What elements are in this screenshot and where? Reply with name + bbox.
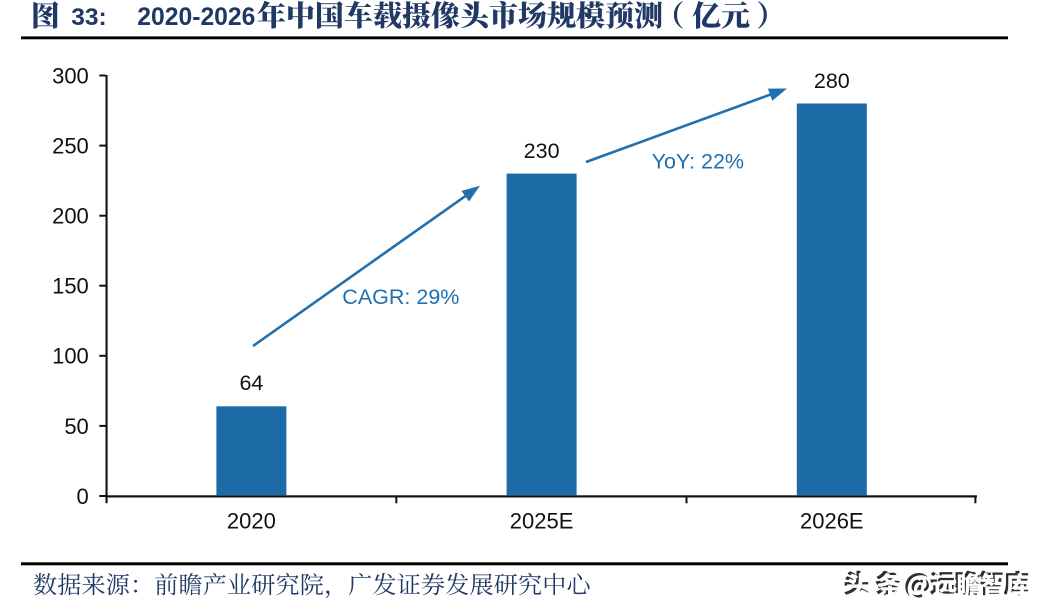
svg-text:2020: 2020 — [227, 508, 276, 533]
svg-text:150: 150 — [52, 274, 89, 299]
svg-text:200: 200 — [52, 204, 89, 229]
svg-text:YoY: 22%: YoY: 22% — [652, 149, 744, 173]
svg-text:280: 280 — [814, 69, 850, 93]
svg-text:0: 0 — [77, 484, 89, 509]
svg-text:230: 230 — [524, 139, 560, 163]
svg-text:100: 100 — [52, 344, 89, 369]
svg-text:2025E: 2025E — [510, 508, 574, 533]
svg-text:2026E: 2026E — [800, 508, 864, 533]
svg-text:50: 50 — [64, 414, 88, 439]
svg-text:CAGR: 29%: CAGR: 29% — [342, 285, 459, 309]
svg-text:300: 300 — [52, 63, 89, 88]
svg-text:2020-2026: 2020-2026 — [137, 4, 255, 31]
svg-text:250: 250 — [52, 134, 89, 159]
svg-text:64: 64 — [239, 371, 263, 395]
svg-text:33:: 33: — [71, 4, 106, 31]
